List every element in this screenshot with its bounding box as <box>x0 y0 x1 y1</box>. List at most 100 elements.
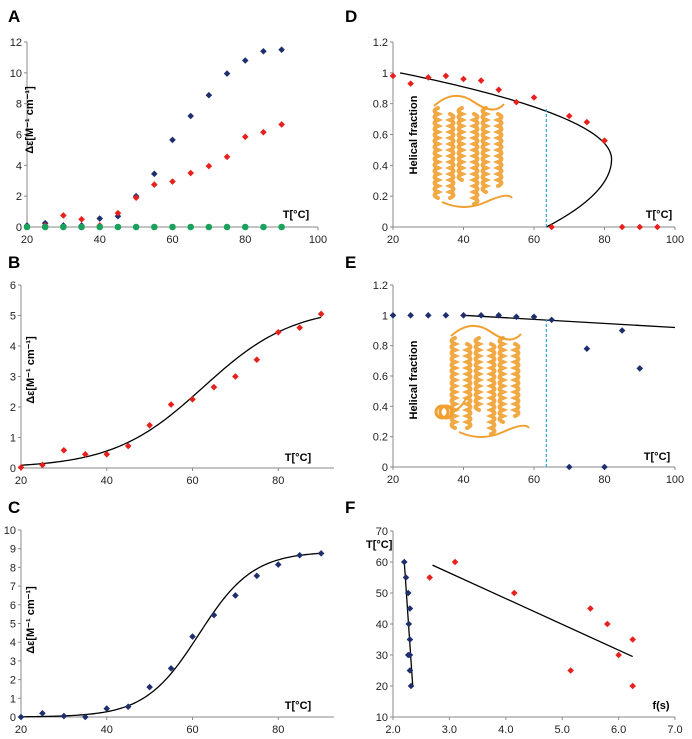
data-point <box>260 47 267 55</box>
y-tick-label: 1.2 <box>373 37 388 49</box>
y-tick-label: 0.2 <box>373 432 388 444</box>
data-point <box>169 223 176 231</box>
data-point <box>39 709 46 717</box>
x-tick-label: 40 <box>94 234 106 246</box>
x-tick-label: 7.0 <box>667 724 682 736</box>
y-tick-label: 60 <box>376 557 388 569</box>
data-point <box>583 118 591 126</box>
x-tick-label: 20 <box>21 234 33 246</box>
panel-label: D <box>345 7 357 26</box>
panel-f: 10 20 30 40 50 60 70 2.0 3.0 4.0 5.0 6.0 7.0 F T[°C] f(… <box>345 498 683 736</box>
y-tick-label: 50 <box>376 588 388 600</box>
data-point <box>460 312 467 319</box>
data-point <box>124 442 132 450</box>
y-tick-label: 0.4 <box>373 160 388 172</box>
data-point <box>618 327 626 334</box>
data-point <box>604 620 611 628</box>
data-point <box>41 223 49 231</box>
y-tick-label: 1 <box>382 310 388 322</box>
data-point <box>426 574 433 581</box>
data-point <box>60 212 67 219</box>
y-tick-label: 20 <box>376 681 388 693</box>
data-point <box>187 169 194 177</box>
y-tick-label: 6 <box>10 280 16 292</box>
data-point <box>82 713 89 721</box>
data-point <box>103 450 111 458</box>
y-tick-label: 4 <box>10 637 16 649</box>
data-point <box>389 312 397 319</box>
data-point <box>296 324 303 331</box>
data-point <box>253 356 261 364</box>
x-tick-label: 100 <box>309 234 327 246</box>
data-point <box>406 651 414 659</box>
panel-label: E <box>345 253 356 272</box>
data-point <box>169 136 176 144</box>
y-tick-label: 2 <box>10 402 16 414</box>
x-tick-label: 80 <box>239 234 251 246</box>
y-tick-label: 6 <box>16 130 22 142</box>
data-point <box>477 312 485 319</box>
fit-curve <box>20 316 322 466</box>
data-point <box>187 112 194 120</box>
data-point <box>615 651 622 659</box>
x-axis-label: T[°C] <box>285 452 312 464</box>
data-point <box>402 574 410 581</box>
x-tick-label: 20 <box>15 724 27 736</box>
data-point <box>389 72 397 80</box>
y-tick-label: 8 <box>10 562 16 574</box>
data-point <box>169 178 176 185</box>
y-tick-label: 5 <box>10 311 16 323</box>
x-tick-label: 2.0 <box>385 724 400 736</box>
y-tick-label: 2 <box>16 191 22 203</box>
panel-label: B <box>8 253 20 272</box>
data-point <box>223 153 231 161</box>
series-navy <box>400 558 415 690</box>
data-point <box>407 80 414 87</box>
data-point <box>189 396 196 403</box>
protein-structure-image <box>434 325 530 438</box>
data-point <box>96 223 104 231</box>
data-point <box>278 121 285 128</box>
y-tick-label: 3 <box>10 372 16 384</box>
series-red <box>17 310 325 471</box>
y-tick-label: 3 <box>10 656 16 668</box>
data-point <box>565 112 573 120</box>
data-point <box>260 128 267 136</box>
x-tick-label: 20 <box>15 475 27 487</box>
y-axis-label: Helical fraction <box>408 95 420 174</box>
data-point <box>587 605 594 612</box>
data-point <box>205 223 213 231</box>
panel-a: 0 2 4 6 8 10 12 20 40 60 80 100 A Δε[M⁻¹ cm⁻¹] T[°C] <box>8 7 327 246</box>
data-point <box>406 636 414 643</box>
data-point <box>241 223 249 231</box>
data-point <box>636 223 644 231</box>
x-tick-label: 3.0 <box>442 724 457 736</box>
y-tick-label: 0.6 <box>373 371 388 383</box>
panel-label: A <box>8 7 20 26</box>
x-tick-label: 20 <box>387 234 399 246</box>
fit-curve <box>463 314 676 329</box>
data-point <box>460 75 467 83</box>
x-tick-label: 40 <box>457 234 469 246</box>
data-point <box>296 551 303 559</box>
y-tick-label: 0.8 <box>373 341 388 353</box>
data-point <box>167 401 175 408</box>
data-point <box>23 223 31 231</box>
y-tick-label: 70 <box>376 526 388 538</box>
data-point <box>78 223 85 231</box>
x-tick-label: 5.0 <box>555 724 570 736</box>
y-axis-label: Δε[M⁻¹ cm⁻¹] <box>25 336 37 404</box>
data-point <box>530 94 538 101</box>
data-point <box>510 589 518 597</box>
series-green <box>23 223 285 231</box>
y-tick-label: 10 <box>376 712 388 724</box>
y-tick-label: 0 <box>16 222 22 234</box>
data-point <box>60 447 68 454</box>
data-point <box>78 215 85 223</box>
y-tick-label: 0 <box>10 712 16 724</box>
series-red <box>41 121 285 229</box>
y-tick-label: 9 <box>10 544 16 556</box>
data-point <box>442 312 450 319</box>
data-point <box>601 463 608 471</box>
y-axis-label: T[°C] <box>366 539 393 551</box>
